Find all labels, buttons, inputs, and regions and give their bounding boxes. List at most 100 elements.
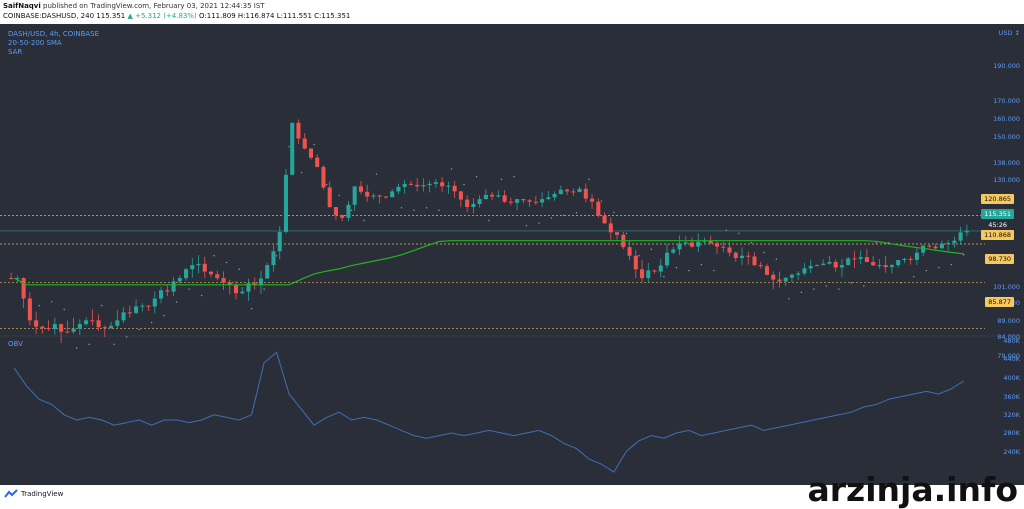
sar-dot — [838, 288, 840, 290]
sar-dot — [425, 207, 428, 209]
candle-body — [602, 215, 607, 224]
candle-body — [789, 274, 794, 278]
candle-body — [764, 266, 770, 275]
candle-body — [758, 265, 763, 267]
candle-body — [964, 230, 969, 233]
sar-dot — [76, 347, 78, 349]
level-tag-4: 85.877 — [985, 297, 1014, 307]
candle-body — [902, 258, 907, 261]
candle-body — [127, 312, 132, 314]
tradingview-brand[interactable]: TradingView — [4, 489, 63, 498]
candle-body — [558, 189, 563, 194]
candle-body — [689, 242, 695, 247]
candle-body — [9, 278, 14, 280]
sar-dot — [438, 209, 440, 212]
candle-body — [827, 261, 832, 264]
sar-dot — [138, 328, 140, 331]
candle-body — [683, 242, 688, 244]
candle-body — [533, 201, 538, 203]
candle-body — [571, 191, 576, 193]
candle-body — [627, 247, 632, 256]
candle-body — [515, 199, 520, 203]
candle-body — [277, 231, 282, 252]
chart-canvas[interactable] — [0, 24, 1024, 485]
sar-dot — [763, 251, 765, 254]
sar-dot — [375, 173, 378, 175]
sar-dot — [250, 308, 253, 310]
candle-body — [77, 324, 82, 329]
candle-body — [821, 263, 826, 266]
obv-legend[interactable]: OBV — [8, 340, 23, 348]
candle-body — [427, 183, 432, 186]
candle-body — [733, 252, 738, 259]
sar-dot — [650, 248, 653, 250]
sar-dot — [238, 268, 240, 270]
price-tick: 160.000 — [993, 115, 1020, 123]
candle-body — [615, 232, 620, 235]
candle-body — [777, 279, 782, 282]
candle-body — [508, 201, 513, 203]
candle-body — [15, 278, 20, 280]
candle-body — [421, 185, 426, 187]
sar-dot — [850, 282, 853, 284]
candle-body — [146, 305, 151, 307]
candle-body — [577, 188, 582, 193]
sar-dot — [613, 211, 615, 214]
candle-body — [46, 327, 51, 330]
price-tick: 150.000 — [993, 133, 1020, 141]
sar-legend[interactable]: SAR — [8, 48, 23, 56]
candle-body — [152, 298, 157, 307]
candle-body — [933, 246, 938, 249]
candle-body — [796, 273, 801, 275]
candle-body — [921, 245, 926, 253]
candle-body — [814, 265, 819, 267]
current-price-tag: 115.351 — [981, 209, 1014, 219]
watermark: arzinja.info — [807, 470, 1018, 509]
candle-body — [771, 274, 776, 280]
candle-body — [502, 195, 507, 202]
candle-body — [90, 320, 95, 322]
candle-body — [802, 268, 807, 274]
footer: TradingView — [0, 485, 1024, 505]
sar-dot — [163, 314, 165, 317]
candle-body — [402, 183, 407, 187]
candle-body — [527, 200, 532, 202]
candle-body — [408, 183, 413, 185]
sar-dot — [563, 214, 565, 217]
candle-body — [208, 271, 214, 275]
candle-body — [159, 290, 164, 299]
symbol-legend[interactable]: DASH/USD, 4h, COINBASE — [8, 30, 100, 38]
sar-dot — [200, 294, 203, 297]
candle-body — [271, 251, 276, 266]
sar-dot — [288, 146, 290, 148]
sar-dot — [463, 183, 465, 186]
sar-dot — [800, 291, 803, 294]
candle-body — [165, 290, 170, 292]
candle-body — [808, 265, 813, 269]
candle-body — [596, 201, 601, 216]
obv-tick: 360K — [1003, 393, 1020, 401]
candle-body — [190, 265, 195, 270]
sar-dot — [775, 258, 778, 260]
publish-header: SaifNaqvi published on TradingView.com, … — [0, 0, 1024, 24]
candle-body — [290, 122, 295, 175]
sma-legend[interactable]: 20-50-200 SMA — [8, 39, 62, 47]
candle-body — [833, 261, 838, 268]
candle-body — [346, 204, 351, 218]
sar-dot — [475, 176, 478, 178]
price-tick: 89.000 — [997, 317, 1020, 325]
currency-label[interactable]: USD ↕ — [998, 29, 1020, 37]
sar-dot — [488, 219, 490, 222]
candle-body — [665, 252, 670, 266]
candle-body — [40, 326, 45, 328]
sar-dot — [313, 143, 315, 146]
author-name[interactable]: SaifNaqvi — [3, 2, 41, 10]
sar-dot — [150, 321, 153, 324]
candle-body — [202, 263, 207, 272]
candle-body — [927, 245, 932, 247]
chart-panel[interactable]: DASH/USD, 4h, COINBASE 20-50-200 SMA SAR… — [0, 24, 1024, 485]
candle-body — [540, 199, 545, 203]
candle-body — [939, 243, 944, 249]
sar-dot — [725, 229, 728, 232]
sar-dot — [575, 212, 578, 214]
